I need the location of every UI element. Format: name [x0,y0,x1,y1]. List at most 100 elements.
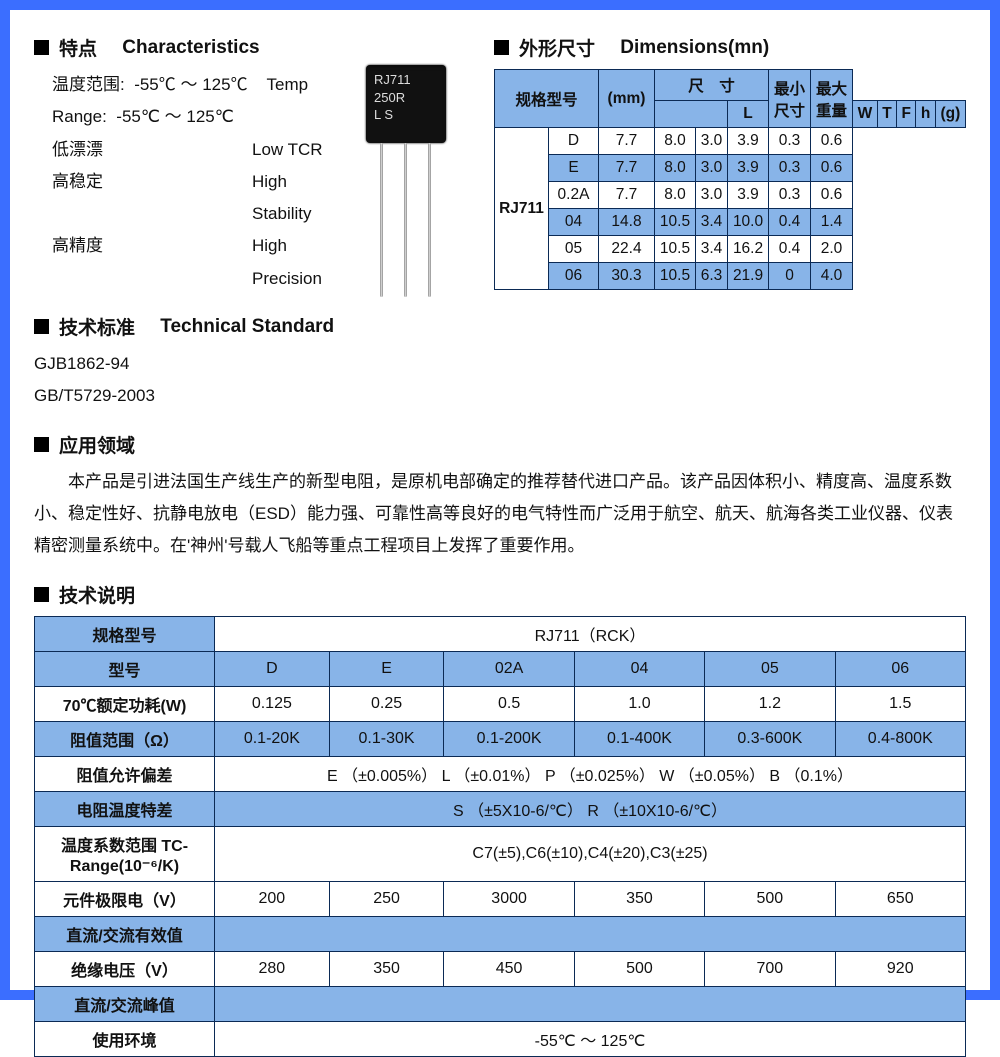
dim-value-cell: 7.7 [599,155,655,182]
tech-dcac-rms-blank [215,916,966,951]
bullet-icon [34,587,49,602]
table-row: 0.2A7.78.03.03.90.30.6 [495,182,966,209]
tech-tcr-label: 电阻温度特差 [35,791,215,826]
dimensions-header: 外形尺寸 Dimensions(mn) [494,34,966,61]
dim-value-cell: 3.0 [696,182,728,209]
technical-table: 规格型号 RJ711（RCK） 型号 D E 02A 04 05 06 70℃额… [34,616,966,1057]
tech-model-1: E [329,651,444,686]
component-body: RJ711 250R L S [366,65,446,143]
dim-col-F: F [897,101,916,128]
table-row: 0414.810.53.410.00.41.4 [495,209,966,236]
technical-standard-header: 技术标准 Technical Standard [34,313,480,340]
tech-vlim-3: 350 [574,881,704,916]
tech-power-5: 1.5 [835,686,965,721]
technical-standard-title-en: Technical Standard [160,316,334,338]
tech-vins-1: 350 [329,951,444,986]
dim-value-cell: 4.0 [811,263,853,290]
dim-value-cell: 6.3 [696,263,728,290]
tech-power-4: 1.2 [705,686,835,721]
dim-col-g: (g) [935,101,965,128]
dim-mm-header: (mm) [599,70,655,128]
dim-value-cell: 3.0 [696,155,728,182]
tech-power-0: 0.125 [215,686,330,721]
dim-value-cell: 0 [769,263,811,290]
standard-1: GJB1862-94 [34,348,480,380]
temp-value-cn: -55℃ ～ 125℃ [134,75,247,94]
dim-value-cell: 30.3 [599,263,655,290]
tech-tol-value: E （±0.005%） L （±0.01%） P （±0.025%） W （±0… [215,756,966,791]
application-text: 本产品是引进法国生产线生产的新型电阻，是原机电部确定的推荐替代进口产品。该产品因… [34,466,966,563]
application-header: 应用领域 [34,431,966,458]
dim-spec-header: 规格型号 [495,70,599,128]
tech-dcac-rms-label: 直流/交流有效值 [35,916,215,951]
tech-res-3: 0.1-400K [574,721,704,756]
characteristic-cn: 低漂漂 [52,134,252,166]
dim-value-cell: 3.9 [728,182,769,209]
dim-value-cell: 7.7 [599,128,655,155]
technical-standard-title-cn: 技术标准 [59,313,135,340]
tech-dcac-peak-label: 直流/交流峰值 [35,986,215,1021]
tech-vins-3: 500 [574,951,704,986]
dim-variant-cell: E [549,155,599,182]
component-graphic: RJ711 250R L S [340,39,480,299]
dim-value-cell: 8.0 [655,182,696,209]
table-row: RJ711D7.78.03.03.90.30.6 [495,128,966,155]
technical-desc-header: 技术说明 [34,581,966,608]
dim-value-cell: 2.0 [811,236,853,263]
characteristic-row: 高稳定High Stability [52,166,330,231]
tech-tcrange-value: C7(±5),C6(±10),C4(±20),C3(±25) [215,826,966,881]
dim-value-cell: 0.3 [769,155,811,182]
dim-value-cell: 14.8 [599,209,655,236]
dim-variant-cell: 05 [549,236,599,263]
tech-power-1: 0.25 [329,686,444,721]
tech-model-2: 02A [444,651,574,686]
tech-env-value: -55℃ ～ 125℃ [215,1021,966,1056]
tech-tcrange-label: 温度系数范围 TC-Range(10⁻⁶/K) [35,826,215,881]
tech-power-3: 1.0 [574,686,704,721]
tech-model-label: 型号 [35,651,215,686]
dim-value-cell: 3.9 [728,155,769,182]
dim-value-cell: 0.4 [769,209,811,236]
characteristic-cn: 高精度 [52,230,252,295]
technical-desc-title: 技术说明 [59,581,135,608]
tech-res-5: 0.4-800K [835,721,965,756]
tech-vins-0: 280 [215,951,330,986]
table-row: E7.78.03.03.90.30.6 [495,155,966,182]
dim-value-cell: 16.2 [728,236,769,263]
dim-value-cell: 3.4 [696,209,728,236]
tech-vlim-4: 500 [705,881,835,916]
tech-res-label: 阻值范围（Ω） [35,721,215,756]
bullet-icon [34,40,49,55]
component-lead [404,143,407,297]
tech-tcr-value: S （±5X10-6/℃） R （±10X10-6/℃） [215,791,966,826]
characteristics-title-cn: 特点 [59,34,97,61]
dim-value-cell: 7.7 [599,182,655,209]
tech-vins-5: 920 [835,951,965,986]
application-title: 应用领域 [59,431,135,458]
characteristic-en: Low TCR [252,134,330,166]
dim-col-T: T [877,101,896,128]
dimensions-title-cn: 外形尺寸 [519,34,595,61]
dim-variant-cell: 06 [549,263,599,290]
tech-vlim-2: 3000 [444,881,574,916]
tech-model-3: 04 [574,651,704,686]
component-label-2: 250R [374,89,438,107]
tech-spec-value: RJ711（RCK） [215,616,966,651]
dimensions-table: 规格型号 (mm) 尺 寸 最小尺寸 最大重量 L W T F h (g) RJ… [494,69,966,290]
table-row: 0522.410.53.416.20.42.0 [495,236,966,263]
tech-res-4: 0.3-600K [705,721,835,756]
dim-col-L: L [728,101,769,128]
tech-vlim-label: 元件极限电（V） [35,881,215,916]
dim-value-cell: 0.3 [769,182,811,209]
component-label-3: L S [374,106,438,124]
dim-variant-cell: 0.2A [549,182,599,209]
dim-value-cell: 10.5 [655,263,696,290]
dim-value-cell: 22.4 [599,236,655,263]
dim-value-cell: 8.0 [655,155,696,182]
dim-value-cell: 0.6 [811,155,853,182]
tech-env-label: 使用环境 [35,1021,215,1056]
tech-model-4: 05 [705,651,835,686]
standard-2: GB/T5729-2003 [34,380,480,412]
characteristic-cn: 高稳定 [52,166,252,231]
dimensions-title-en: Dimensions(mn) [620,37,769,59]
